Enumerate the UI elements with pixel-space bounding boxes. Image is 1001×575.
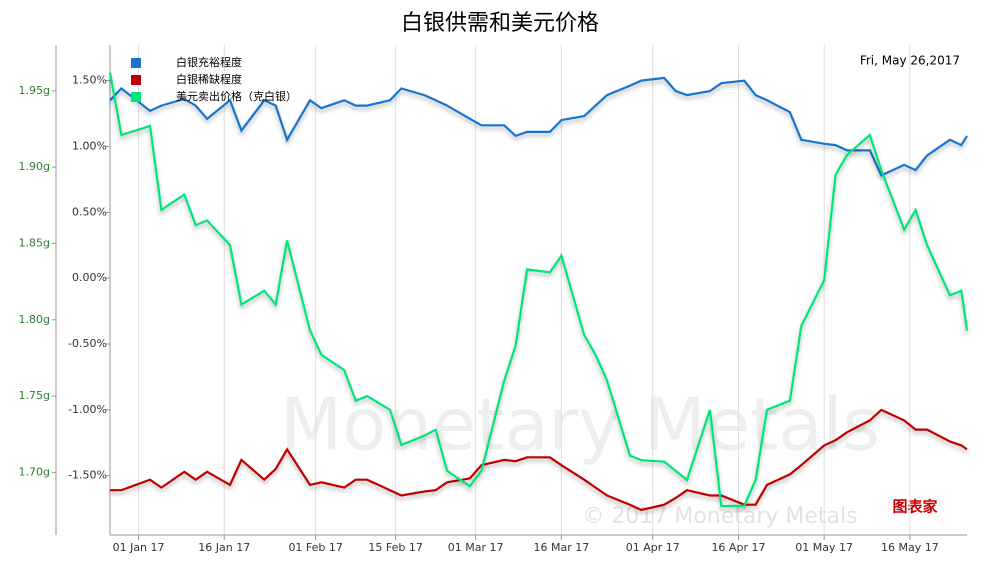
y2-tick-label: 1.75g (19, 389, 50, 402)
x-tick-label: 16 Mar 17 (533, 541, 589, 554)
legend-label: 白银稀缺程度 (176, 72, 242, 86)
x-tick-label: 16 May 17 (881, 541, 939, 554)
legend-marker (131, 92, 141, 102)
x-tick-label: 01 Jan 17 (113, 541, 165, 554)
y-tick-label: -1.50% (68, 469, 107, 482)
logo: 图表家 (892, 498, 937, 516)
y-tick-label: 0.00% (72, 271, 107, 284)
legend-marker (131, 75, 141, 85)
y2-tick-label: 1.95g (19, 84, 50, 97)
series-line (108, 72, 969, 508)
x-tick-label: 16 Apr 17 (711, 541, 765, 554)
watermark: Monetary Metals (280, 383, 880, 467)
legend-label: 美元卖出价格（克白银） (176, 89, 297, 103)
y-tick-label: 1.00% (72, 139, 107, 152)
series-line (109, 76, 968, 177)
x-tick-label: 01 Apr 17 (626, 541, 680, 554)
x-tick-label: 01 May 17 (795, 541, 853, 554)
x-tick-label: 01 Mar 17 (448, 541, 504, 554)
y2-tick-label: 1.90g (19, 160, 50, 173)
y-tick-label: 0.50% (72, 205, 107, 218)
watermark-small: © 2017 Monetary Metals (582, 504, 857, 529)
x-tick-label: 16 Jan 17 (198, 541, 250, 554)
x-tick-label: 01 Feb 17 (288, 541, 342, 554)
chart-title: 白银供需和美元价格 (401, 11, 599, 36)
series-line (110, 408, 968, 512)
legend-marker (131, 58, 141, 68)
legend-label: 白银充裕程度 (176, 55, 242, 69)
y-tick-label: 1.50% (72, 74, 107, 87)
y-tick-label: -1.00% (68, 403, 107, 416)
y-tick-label: -0.50% (68, 337, 107, 350)
y2-tick-label: 1.85g (19, 236, 50, 249)
y2-tick-label: 1.70g (19, 465, 50, 478)
y2-tick-label: 1.80g (19, 313, 50, 326)
x-tick-label: 15 Feb 17 (368, 541, 422, 554)
